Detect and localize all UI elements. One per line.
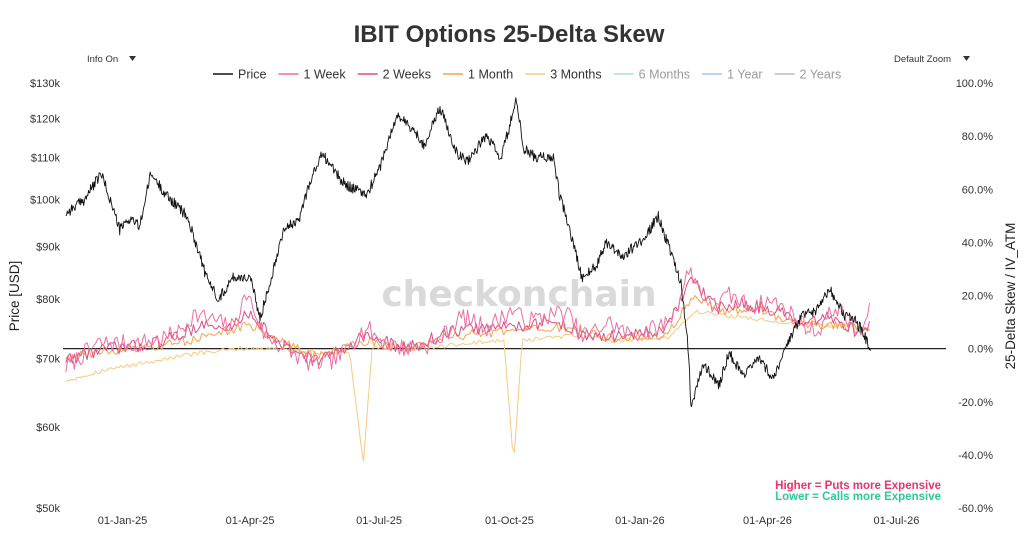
y-left-tick: $50k: [36, 503, 60, 515]
legend-item-6-months[interactable]: 6 Months: [613, 68, 690, 82]
y-left-title: Price [USD]: [7, 261, 22, 332]
series-line-3-months: [65, 309, 870, 462]
y-right-tick: -40.0%: [958, 450, 993, 462]
x-tick: 01-Jan-26: [615, 515, 665, 527]
y-right-title: 25-Delta Skew / IV_ATM: [1003, 223, 1018, 370]
y-right-tick: -60.0%: [958, 503, 993, 515]
chart-title: IBIT Options 25-Delta Skew: [354, 21, 665, 48]
zoom-select[interactable]: Default Zoom: [894, 54, 970, 65]
x-tick: 01-Apr-25: [226, 515, 275, 527]
legend-item-2-years[interactable]: 2 Years: [774, 68, 842, 82]
zoom-select-label: Default Zoom: [894, 54, 951, 65]
price-line: [65, 97, 872, 408]
zoom-dropdown-icon: [963, 56, 970, 61]
y-right-tick: 60.0%: [962, 184, 993, 196]
y-right-tick: 40.0%: [962, 237, 993, 249]
y-left-tick: $90k: [36, 242, 60, 254]
y-left-tick: $80k: [36, 294, 60, 306]
legend-label: 1 Year: [727, 68, 762, 82]
y-right-tick: 0.0%: [968, 344, 993, 356]
x-tick: 01-Jul-25: [356, 515, 402, 527]
x-tick: 01-Oct-25: [485, 515, 534, 527]
legend-item-1-week[interactable]: 1 Week: [278, 68, 346, 82]
legend-item-2-weeks[interactable]: 2 Weeks: [357, 68, 431, 82]
x-tick: 01-Jul-26: [873, 515, 919, 527]
y-left-tick: $60k: [36, 422, 60, 434]
series-line-1-month: [65, 295, 870, 361]
legend-label: 2 Weeks: [383, 68, 431, 82]
y-left-tick: $70k: [36, 353, 60, 365]
y-right-tick: 20.0%: [962, 291, 993, 303]
info-toggle-label: Info On: [87, 54, 118, 65]
legend-label: 3 Months: [550, 68, 601, 82]
legend-label: Price: [238, 68, 267, 82]
annotation-calls: Lower = Calls more Expensive: [775, 491, 941, 503]
info-dropdown-icon: [129, 56, 136, 61]
y-left-tick: $130k: [30, 78, 60, 90]
y-right-tick: -20.0%: [958, 397, 993, 409]
watermark: checkonchain: [381, 274, 656, 315]
legend: Price 1 Week 2 Weeks 1 Month 3 Months 6 Month…: [213, 68, 841, 82]
x-tick: 01-Jan-25: [98, 515, 148, 527]
series-line-1-week: [65, 267, 870, 373]
y-right-tick: 100.0%: [956, 78, 994, 90]
legend-label: 2 Years: [800, 68, 842, 82]
y-right-tick: 80.0%: [962, 131, 993, 143]
y-left-tick: $100k: [30, 195, 60, 207]
y-left-tick: $110k: [31, 152, 61, 164]
legend-item-price[interactable]: Price: [213, 68, 267, 82]
annotation-puts: Higher = Puts more Expensive: [775, 480, 941, 492]
legend-item-1-month[interactable]: 1 Month: [443, 68, 513, 82]
legend-item-3-months[interactable]: 3 Months: [525, 68, 602, 82]
legend-label: 1 Month: [468, 68, 513, 82]
legend-label: 6 Months: [639, 68, 690, 82]
series-line-2-weeks: [65, 276, 870, 366]
y-left-tick: $120k: [30, 114, 60, 126]
legend-item-1-year[interactable]: 1 Year: [702, 68, 763, 82]
info-toggle[interactable]: Info On: [87, 54, 136, 65]
legend-label: 1 Week: [303, 68, 346, 82]
x-tick: 01-Apr-26: [743, 515, 792, 527]
